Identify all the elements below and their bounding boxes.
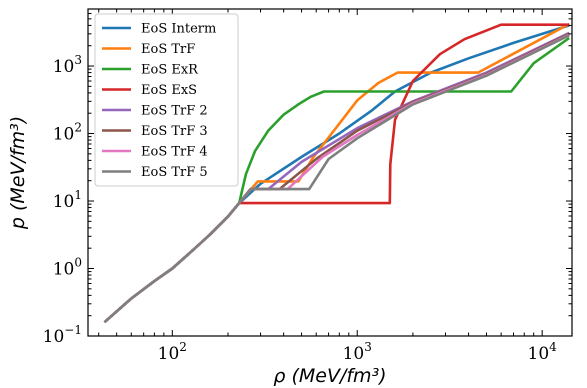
- y-tick-label: 101: [53, 188, 82, 212]
- y-tick-label: 100: [53, 256, 82, 280]
- legend-label: EoS TrF 5: [141, 165, 208, 180]
- legend-label: EoS ExS: [141, 83, 197, 98]
- y-tick-label: 102: [53, 121, 82, 145]
- plot-lines: [103, 22, 570, 324]
- legend-box: [94, 13, 239, 187]
- legend-label: EoS ExR: [141, 63, 199, 78]
- series-line-8: [103, 34, 570, 324]
- y-tick-label: 103: [53, 53, 82, 77]
- x-tick-label: 102: [158, 340, 187, 364]
- axis-ticks: 102 103 104 10−1 100 101 102 103: [43, 8, 572, 364]
- legend-label: EoS Interm: [141, 22, 216, 37]
- legend-label: EoS TrF: [141, 42, 195, 57]
- y-axis-label: p (MeV/fm³): [7, 116, 29, 230]
- y-tick-label: 10−1: [43, 323, 82, 347]
- x-tick-label: 104: [528, 340, 558, 364]
- legend-label: EoS TrF 4: [141, 145, 208, 160]
- legend: EoS Interm EoS TrF EoS ExR EoS ExS EoS TrF 2…: [94, 13, 239, 187]
- legend-label: EoS TrF 2: [141, 104, 208, 119]
- x-tick-label: 103: [343, 340, 372, 364]
- x-axis-label: ρ (MeV/fm³): [273, 365, 386, 387]
- plot-frame: [87, 8, 573, 337]
- legend-label: EoS TrF 3: [141, 124, 208, 139]
